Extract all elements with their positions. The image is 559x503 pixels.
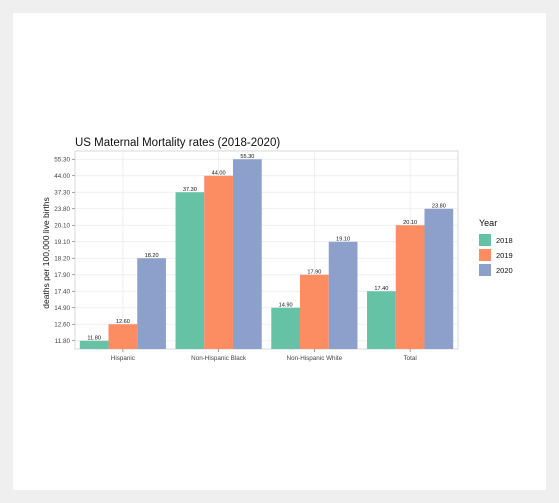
bar <box>108 324 138 349</box>
y-tick-label: 37.30 <box>54 189 70 196</box>
data-label: 19.10 <box>336 236 350 242</box>
legend-swatch <box>479 264 491 276</box>
y-axis-label: deaths per 100,000 live births <box>41 197 51 309</box>
y-tick-label: 23.80 <box>54 206 70 213</box>
x-tick-label: Non-Hispanic Black <box>191 355 247 362</box>
data-label: 18.20 <box>145 253 159 259</box>
data-label: 44.00 <box>212 170 226 176</box>
bar <box>395 225 425 349</box>
data-label: 37.30 <box>183 187 197 193</box>
data-label: 14.90 <box>279 302 293 308</box>
x-tick-label: Non-Hispanic White <box>287 355 343 362</box>
x-tick-label: Total <box>403 355 416 362</box>
bar <box>367 291 396 349</box>
chart: US Maternal Mortality rates (2018-2020) … <box>41 137 513 362</box>
bar <box>175 192 205 349</box>
bar <box>424 208 454 349</box>
chart-card: US Maternal Mortality rates (2018-2020) … <box>13 13 546 490</box>
bar <box>328 241 358 349</box>
y-tick-label: 11.80 <box>55 338 71 345</box>
y-tick-label: 20.10 <box>54 222 70 229</box>
y-tick-label: 12.60 <box>54 321 70 328</box>
data-label: 17.90 <box>307 269 321 275</box>
data-label: 17.40 <box>374 286 388 292</box>
legend-label: 2020 <box>496 266 513 275</box>
legend-label: 2019 <box>496 251 513 260</box>
bar <box>137 258 166 349</box>
y-tick-label: 18.20 <box>54 255 70 262</box>
legend-swatch <box>479 234 491 246</box>
data-label: 23.80 <box>432 203 446 209</box>
data-label: 11.80 <box>87 335 101 341</box>
y-tick-label: 19.10 <box>54 239 70 246</box>
data-label: 12.60 <box>116 319 130 325</box>
y-tick-label: 44.00 <box>54 173 70 180</box>
bar <box>232 159 262 349</box>
bar <box>300 274 329 349</box>
bar <box>79 340 109 349</box>
bar <box>271 307 301 349</box>
y-tick-label: 55.30 <box>54 156 70 163</box>
legend-title: Year <box>479 218 497 228</box>
x-tick-label: Hispanic <box>111 355 135 362</box>
data-label: 55.30 <box>240 154 254 160</box>
y-tick-label: 17.90 <box>54 272 70 279</box>
y-tick-label: 14.90 <box>54 305 70 312</box>
y-tick-label: 17.40 <box>54 288 70 295</box>
legend-swatch <box>479 249 491 261</box>
data-label: 20.10 <box>403 220 417 226</box>
legend-label: 2018 <box>496 236 513 245</box>
bar <box>204 175 233 349</box>
chart-title: US Maternal Mortality rates (2018-2020) <box>75 137 280 149</box>
